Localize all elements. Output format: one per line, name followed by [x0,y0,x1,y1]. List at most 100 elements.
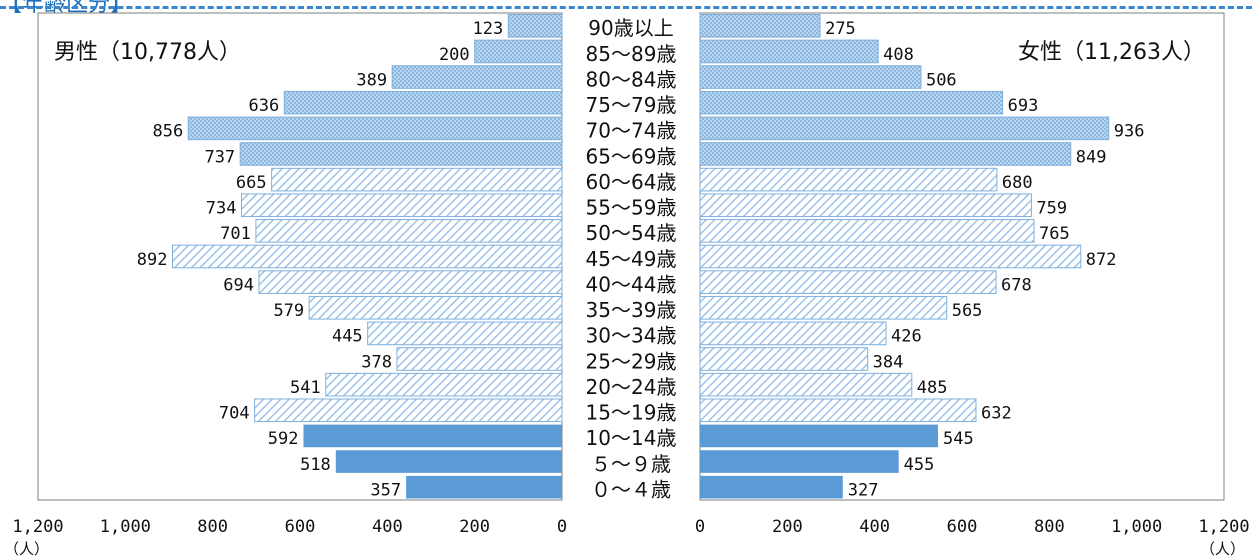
female-value-label: 408 [883,45,914,65]
age-group-label: 30～34歳 [586,324,677,348]
male-bar [303,424,562,448]
male-bar [283,90,563,115]
female-value-label: 936 [1114,122,1145,142]
left-axis-unit: （人） [4,540,50,558]
female-total-label: 女性（11,263人） [1018,40,1205,65]
female-value-label: 680 [1002,173,1033,193]
female-value-label: 384 [873,352,904,372]
female-bar [699,193,1032,218]
right-axis-unit: （人） [1200,540,1246,558]
right-x-tick-label: 800 [1034,517,1065,537]
left-x-tick-label: 600 [285,517,316,537]
age-group-label: 25～29歳 [586,349,677,373]
male-value-label: 389 [356,70,387,90]
male-value-label: 694 [223,275,254,295]
female-bar [699,372,913,397]
female-value-label: 849 [1076,147,1107,167]
female-bar [699,39,879,64]
male-total-label: 男性（10,778人） [54,40,241,65]
right-x-tick-label: 0 [695,517,705,537]
male-bar [254,398,563,423]
male-bar [258,270,563,294]
female-bar [699,65,922,89]
right-x-tick-label: 1,200 [1198,517,1249,537]
female-value-label: 506 [926,70,957,90]
age-group-label: ０～４歳 [591,478,671,502]
male-bar [271,167,563,192]
female-value-label: 426 [891,327,922,347]
male-bar [239,142,563,166]
female-bar [700,450,899,473]
age-group-label: 15～19歳 [586,401,677,425]
male-value-label: 445 [332,327,363,347]
left-x-tick-label: 0 [557,517,567,537]
male-value-label: 636 [249,96,280,116]
male-value-label: 856 [152,122,183,142]
right-x-tick-label: 200 [772,517,803,537]
age-group-label: 85～89歳 [586,42,677,66]
age-group-label: 60～64歳 [586,170,677,194]
age-group-label: 70～74歳 [586,119,677,143]
female-value-label: 485 [917,378,948,398]
male-bar [367,321,563,346]
male-value-label: 704 [219,404,250,424]
left-x-tick-label: 1,000 [100,517,151,537]
male-value-label: 665 [236,173,267,193]
female-bar [699,398,977,423]
left-x-tick-label: 1,200 [12,517,63,537]
female-value-label: 765 [1039,224,1070,244]
female-bar [699,142,1072,166]
male-value-label: 541 [290,378,321,398]
male-bar [308,295,563,320]
male-value-label: 737 [204,147,235,167]
male-value-label: 123 [473,19,504,39]
age-group-label: 75～79歳 [586,93,677,117]
female-bar [699,295,948,320]
male-bar [325,372,563,397]
female-bar [699,347,869,371]
female-bar [699,219,1035,243]
age-group-label: 80～84歳 [586,67,677,91]
male-bar [391,65,563,89]
female-bar [699,116,1110,141]
male-value-label: 592 [268,429,299,449]
female-value-label: 327 [848,481,879,501]
left-x-tick-label: 200 [459,517,490,537]
female-value-label: 275 [825,19,856,39]
age-group-label: 90歳以上 [588,16,673,40]
male-value-label: 734 [206,199,237,219]
female-value-label: 759 [1036,199,1067,219]
female-bar [699,90,1004,115]
male-value-label: 518 [300,455,331,475]
male-value-label: 579 [273,301,304,321]
male-bar [396,347,563,371]
male-bar [240,193,563,218]
male-bar [255,219,563,243]
female-bar [700,475,843,499]
female-bar [699,321,887,346]
male-bar [474,39,563,64]
female-bar [699,14,821,38]
male-value-label: 701 [220,224,251,244]
female-value-label: 872 [1086,250,1117,270]
male-value-label: 892 [137,250,168,270]
age-group-label: 10～14歳 [586,426,677,450]
header-divider [0,6,1252,9]
age-group-label: ５～９歳 [591,452,671,476]
female-value-label: 455 [904,455,935,475]
age-group-label: 35～39歳 [586,298,677,322]
age-group-label: 20～24歳 [586,375,677,399]
age-group-label: 40～44歳 [586,272,677,296]
age-group-label: 55～59歳 [586,196,677,220]
right-x-tick-label: 400 [859,517,890,537]
female-bar [699,244,1082,269]
male-value-label: 200 [439,45,470,65]
male-bar [171,244,563,269]
age-group-label: 65～69歳 [586,144,677,168]
male-bar [507,14,563,38]
male-bar [335,450,562,473]
right-x-tick-label: 600 [947,517,978,537]
male-bar [406,475,562,499]
female-bar [700,424,938,448]
